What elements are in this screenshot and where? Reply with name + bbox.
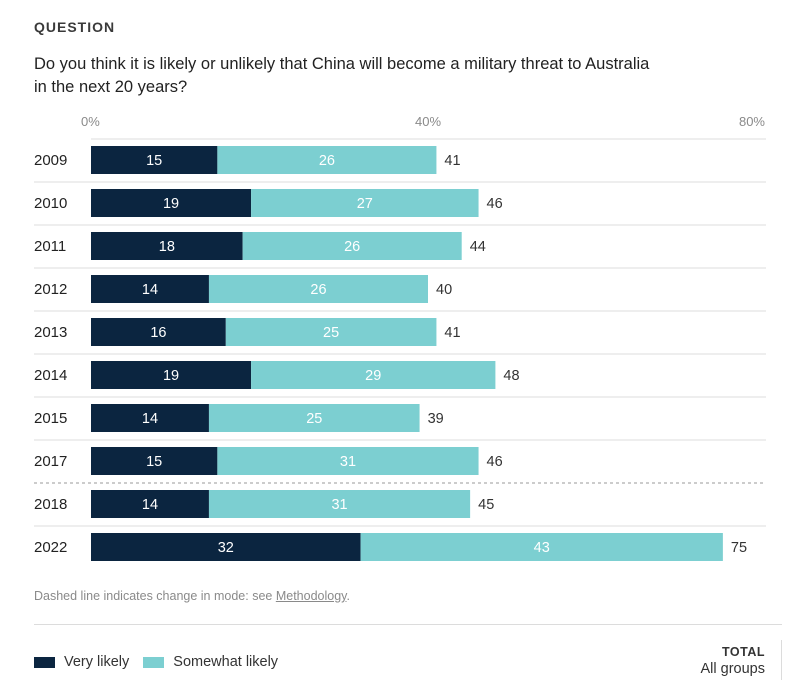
data-label-total: 75 — [731, 540, 747, 556]
data-label-somewhat-likely: 25 — [306, 411, 322, 427]
bar-somewhat-likely — [251, 361, 496, 389]
bar-very-likely — [91, 189, 252, 217]
data-label-very-likely: 15 — [146, 454, 162, 470]
data-label-total: 39 — [428, 411, 444, 427]
bar-very-likely — [91, 146, 218, 174]
legend-item-very-likely[interactable]: Very likely — [34, 654, 129, 670]
note-text: Dashed line indicates change in mode: se… — [34, 589, 276, 603]
legend-swatch-very-likely — [34, 656, 55, 668]
bar-very-likely — [91, 361, 252, 389]
data-label-somewhat-likely: 27 — [357, 196, 373, 212]
year-label: 2011 — [34, 238, 66, 255]
bar-somewhat-likely — [208, 490, 471, 518]
group-value: All groups — [700, 661, 765, 677]
year-label: 2009 — [34, 152, 67, 169]
question-kicker: QUESTION — [34, 19, 116, 35]
data-label-somewhat-likely: 25 — [323, 325, 339, 341]
data-label-somewhat-likely: 29 — [365, 368, 381, 384]
data-label-somewhat-likely: 43 — [534, 540, 550, 556]
legend-label-very-likely: Very likely — [64, 654, 130, 670]
year-label: 2017 — [34, 453, 67, 470]
data-label-somewhat-likely: 31 — [340, 454, 356, 470]
legend-swatch-somewhat-likely — [143, 656, 165, 668]
data-label-somewhat-likely: 26 — [310, 282, 326, 298]
data-label-very-likely: 16 — [150, 325, 166, 341]
group-selector[interactable]: TOTAL All groups — [701, 645, 765, 677]
year-label: 2012 — [34, 281, 67, 298]
methodology-note: Dashed line indicates change in mode: se… — [34, 589, 350, 603]
bar-very-likely — [91, 275, 209, 303]
data-label-total: 41 — [444, 153, 460, 169]
bar-somewhat-likely — [225, 318, 437, 346]
methodology-link[interactable]: Methodology — [275, 589, 347, 603]
year-label: 2014 — [34, 367, 67, 384]
group-selector-divider — [781, 640, 782, 680]
data-label-very-likely: 32 — [218, 540, 234, 556]
data-label-very-likely: 19 — [163, 196, 179, 212]
bar-very-likely — [91, 318, 226, 346]
year-label: 2015 — [34, 410, 67, 427]
data-label-total: 48 — [503, 368, 519, 384]
bar-somewhat-likely — [360, 533, 723, 561]
bar-somewhat-likely — [217, 447, 479, 475]
data-label-total: 46 — [487, 454, 503, 470]
bar-very-likely — [91, 232, 243, 260]
bar-somewhat-likely — [217, 146, 437, 174]
year-label: 2010 — [34, 195, 67, 212]
year-label: 2018 — [34, 496, 67, 513]
bar-very-likely — [91, 533, 361, 561]
data-label-total: 41 — [444, 325, 460, 341]
data-label-very-likely: 14 — [142, 282, 158, 298]
data-label-very-likely: 14 — [142, 411, 158, 427]
data-label-very-likely: 14 — [142, 497, 158, 513]
bar-very-likely — [91, 404, 209, 432]
x-tick-label: 40% — [415, 114, 441, 129]
x-tick-label: 80% — [739, 114, 765, 129]
bar-somewhat-likely — [208, 275, 428, 303]
year-label: 2013 — [34, 324, 67, 341]
question-text: Do you think it is likely or unlikely th… — [34, 55, 650, 96]
chart-legend: Very likely Somewhat likely — [34, 654, 292, 670]
x-tick-label: 0% — [81, 114, 100, 129]
bar-somewhat-likely — [242, 232, 462, 260]
bar-somewhat-likely — [208, 404, 420, 432]
legend-label-somewhat-likely: Somewhat likely — [173, 654, 279, 670]
data-label-total: 44 — [470, 239, 486, 255]
year-label: 2022 — [34, 539, 67, 556]
note-suffix: . — [346, 589, 350, 603]
data-label-somewhat-likely: 26 — [319, 153, 335, 169]
total-title: TOTAL — [721, 645, 765, 659]
data-label-total: 40 — [436, 282, 452, 298]
data-label-total: 45 — [478, 497, 494, 513]
stacked-bar-chart: 0% 40% 80% 2009 15 26 41 2010 19 27 46 2011 18 26 44 20… — [34, 114, 766, 561]
footer-divider — [34, 624, 782, 625]
legend-item-somewhat-likely[interactable]: Somewhat likely — [143, 654, 278, 670]
data-label-very-likely: 19 — [163, 368, 179, 384]
bar-very-likely — [91, 447, 218, 475]
data-label-somewhat-likely: 26 — [344, 239, 360, 255]
data-label-very-likely: 18 — [159, 239, 175, 255]
data-label-somewhat-likely: 31 — [331, 497, 347, 513]
bar-very-likely — [91, 490, 209, 518]
bar-somewhat-likely — [251, 189, 479, 217]
data-label-total: 46 — [487, 196, 503, 212]
data-label-very-likely: 15 — [146, 153, 162, 169]
